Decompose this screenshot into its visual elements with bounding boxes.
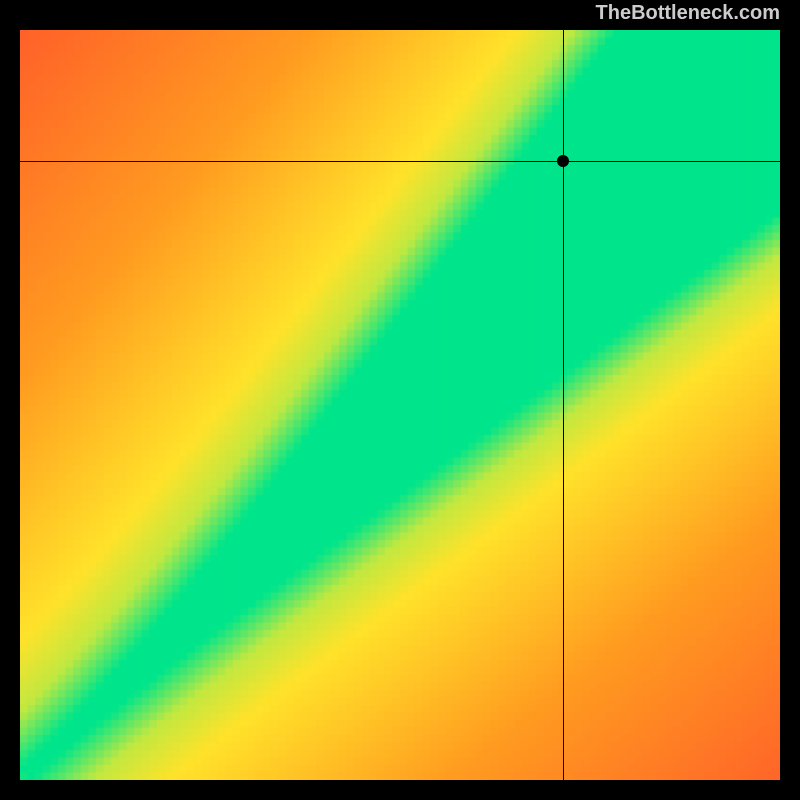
crosshair-vertical [563, 30, 564, 780]
chart-container: TheBottleneck.com [0, 0, 800, 800]
attribution-text: TheBottleneck.com [596, 2, 780, 25]
crosshair-horizontal [20, 161, 780, 162]
plot-area [20, 30, 780, 780]
bottleneck-heatmap [20, 30, 780, 780]
data-point-marker [557, 155, 569, 167]
